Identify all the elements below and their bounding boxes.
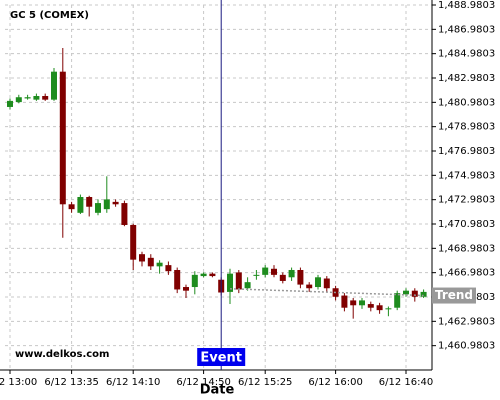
candle-body bbox=[112, 201, 119, 205]
candle-body bbox=[420, 291, 427, 297]
candle-body bbox=[139, 254, 145, 262]
candle-body bbox=[227, 273, 233, 292]
candle-body bbox=[147, 257, 154, 267]
x-tick-label: 6/12 15:25 bbox=[238, 377, 292, 388]
y-tick-label: 1,478.9803 bbox=[438, 122, 495, 133]
candle-body bbox=[403, 290, 409, 295]
candle-body bbox=[156, 262, 163, 267]
candle-body bbox=[209, 273, 216, 277]
candle-body bbox=[279, 274, 286, 281]
candle-body bbox=[33, 96, 40, 100]
candle-body bbox=[59, 71, 66, 205]
y-tick-label: 1,476.9803 bbox=[438, 146, 495, 157]
candle-body bbox=[15, 97, 22, 103]
y-tick-label: 1,482.9803 bbox=[438, 73, 495, 84]
y-tick-label: 1,474.9803 bbox=[438, 170, 495, 181]
candle-body bbox=[262, 267, 269, 275]
trend-label: Trend bbox=[435, 288, 473, 302]
candle-body bbox=[165, 265, 172, 272]
y-tick-label: 1,486.9803 bbox=[438, 24, 495, 35]
x-tick-label: 6/12 14:50 bbox=[176, 377, 230, 388]
candle-body bbox=[86, 196, 93, 207]
candle-body bbox=[323, 278, 330, 289]
x-axis-title: Date bbox=[200, 383, 235, 398]
candle-body bbox=[183, 287, 189, 291]
x-tick-label: 6/12 13:35 bbox=[44, 377, 98, 388]
y-tick-label: 1,480.9803 bbox=[438, 97, 495, 108]
candle-body bbox=[315, 277, 321, 288]
trend-label-box bbox=[432, 287, 476, 304]
candle-body bbox=[191, 274, 198, 288]
candle-body bbox=[235, 272, 242, 290]
candle-body bbox=[42, 96, 49, 100]
candle-body bbox=[271, 268, 277, 275]
candle-body bbox=[7, 100, 13, 107]
candle-body bbox=[95, 203, 101, 213]
x-tick-label: 6/12 16:00 bbox=[308, 377, 362, 388]
candle-body bbox=[367, 304, 374, 308]
candle-body bbox=[103, 199, 110, 210]
y-tick-label: 1,460.9803 bbox=[438, 341, 495, 352]
candle-body bbox=[68, 204, 75, 210]
y-tick-label: 1,466.9803 bbox=[438, 268, 495, 279]
candle-body bbox=[130, 224, 137, 260]
candle-body bbox=[385, 308, 392, 310]
candle-body bbox=[244, 282, 251, 289]
candle-body bbox=[200, 273, 207, 277]
candle-body bbox=[306, 284, 313, 289]
candle-body bbox=[411, 290, 418, 297]
event-label: Event bbox=[200, 351, 242, 366]
chart-title: GC 5 (COMEX) bbox=[10, 10, 89, 21]
candle-body bbox=[376, 305, 383, 311]
candle-body bbox=[350, 300, 357, 306]
candle-body bbox=[24, 97, 31, 99]
watermark: www.delkos.com bbox=[15, 349, 109, 360]
candle-body bbox=[121, 203, 128, 225]
y-tick-label: 1,470.9803 bbox=[438, 219, 495, 230]
y-tick-label: 1,468.9803 bbox=[438, 243, 495, 254]
y-tick-label: 1,472.9803 bbox=[438, 195, 495, 206]
y-tick-label: 1,462.9803 bbox=[438, 316, 495, 327]
x-tick-label: 6/12 14:10 bbox=[106, 377, 160, 388]
candle-body bbox=[288, 269, 295, 278]
candle-body bbox=[174, 269, 181, 290]
trend-line bbox=[229, 287, 424, 297]
y-tick-label: 1,484.9803 bbox=[438, 49, 495, 60]
candle-body bbox=[297, 269, 304, 285]
y-tick-label: 1,488.9803 bbox=[438, 0, 495, 11]
x-tick-label: 6/12 13:00 bbox=[0, 377, 37, 388]
candle-body bbox=[341, 295, 348, 308]
event-label-box bbox=[197, 348, 246, 366]
candle-body bbox=[51, 71, 57, 100]
candle-body bbox=[394, 293, 401, 308]
candle-body bbox=[77, 196, 84, 213]
candle-body bbox=[359, 300, 365, 306]
x-tick-label: 6/12 16:40 bbox=[379, 377, 433, 388]
candle-body bbox=[253, 274, 260, 276]
